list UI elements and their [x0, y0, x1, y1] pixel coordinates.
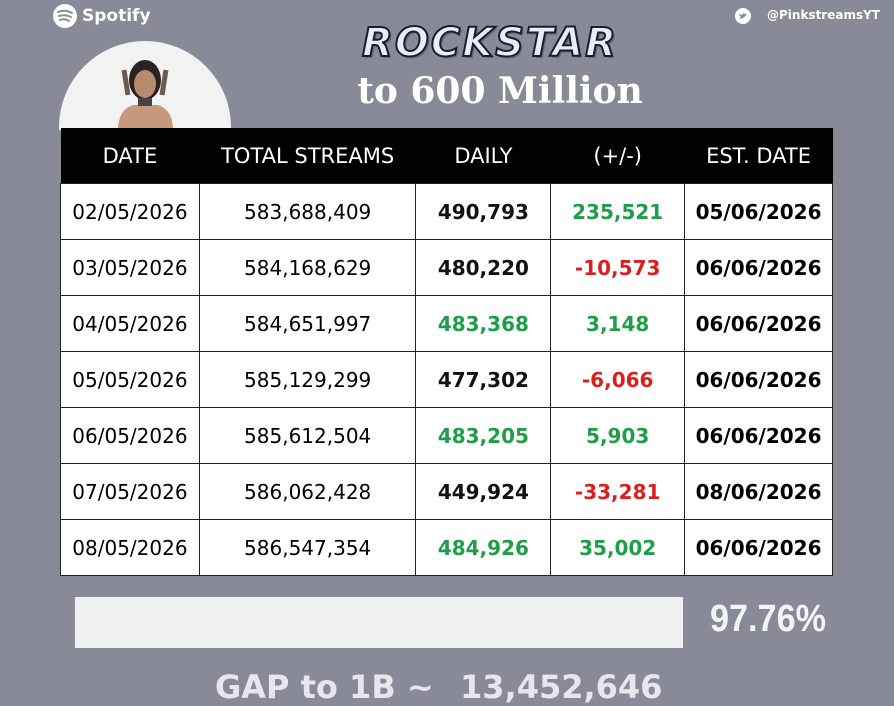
table-cell: 06/06/2026	[684, 407, 833, 464]
table-cell: 05/06/2026	[684, 183, 833, 240]
table-row: 08/05/2026 586,547,354 484,926 35,002 06/06/…	[60, 519, 833, 576]
table-cell: 06/06/2026	[684, 239, 833, 296]
table-row: 07/05/2026 586,062,428 449,924 -33,281 08/06…	[60, 463, 833, 520]
table-cell: 490,793	[415, 183, 552, 240]
table-cell: 449,924	[415, 463, 552, 520]
table-cell: 05/05/2026	[60, 351, 200, 408]
table-cell: 07/05/2026	[60, 463, 200, 520]
table-cell: 02/05/2026	[60, 183, 200, 240]
artist-photo	[59, 41, 231, 130]
table-cell: 08/06/2026	[684, 463, 833, 520]
table-row: 03/05/2026 584,168,629 480,220 -10,573 06/06…	[60, 239, 833, 296]
table-cell: 480,220	[415, 239, 552, 296]
table-cell: 586,062,428	[198, 463, 417, 520]
table-cell: 3,148	[550, 295, 686, 352]
column-header: DAILY	[415, 128, 551, 184]
spotify-logo	[53, 4, 77, 28]
column-header: DATE	[60, 128, 200, 184]
table-cell: 5,903	[550, 407, 686, 464]
column-header: EST. DATE	[684, 128, 833, 184]
table-cell: 235,521	[550, 183, 686, 240]
table-cell: 08/05/2026	[60, 519, 200, 576]
table-cell: 483,368	[415, 295, 552, 352]
table-cell: 585,612,504	[198, 407, 417, 464]
table-cell: 484,926	[415, 519, 552, 576]
subtitle: to 600 Million	[357, 70, 643, 112]
table-cell: 06/06/2026	[684, 351, 833, 408]
table-cell: 03/05/2026	[60, 239, 200, 296]
table-cell: 04/05/2026	[60, 295, 200, 352]
table-cell: 06/06/2026	[684, 519, 833, 576]
progress-bar	[75, 597, 683, 648]
gap-label: GAP to 1B ~	[215, 668, 434, 706]
progress-percent: 97.76%	[710, 598, 827, 640]
table-row: 06/05/2026 585,612,504 483,205 5,903 06/06/2…	[60, 407, 833, 464]
table-cell: 06/06/2026	[684, 295, 833, 352]
stream-table: DATE TOTAL STREAMS DAILY (+/-) EST. DATE 02/0…	[60, 128, 833, 576]
twitter-icon	[735, 8, 751, 24]
table-cell: 584,651,997	[198, 295, 417, 352]
table-cell: -6,066	[550, 351, 686, 408]
table-cell: 477,302	[415, 351, 552, 408]
table-cell: 586,547,354	[198, 519, 417, 576]
table-row: 05/05/2026 585,129,299 477,302 -6,066 06/06/…	[60, 351, 833, 408]
column-header: (+/-)	[550, 128, 685, 184]
table-cell: -33,281	[550, 463, 686, 520]
header-row: DATE TOTAL STREAMS DAILY (+/-) EST. DATE	[60, 128, 833, 184]
handle: @PinkstreamsYT	[767, 8, 880, 22]
brand: Spotify	[82, 6, 151, 26]
table-cell: 483,205	[415, 407, 552, 464]
table-row: 02/05/2026 583,688,409 490,793 235,521 05/06…	[60, 183, 833, 240]
table-cell: 583,688,409	[198, 183, 417, 240]
table-cell: -10,573	[550, 239, 686, 296]
gap-value: 13,452,646	[460, 668, 663, 706]
table-cell: 06/05/2026	[60, 407, 200, 464]
table-cell: 35,002	[550, 519, 686, 576]
column-header: TOTAL STREAMS	[199, 128, 416, 184]
table-cell: 584,168,629	[198, 239, 417, 296]
title: ROCKSTAR	[361, 19, 618, 67]
table-cell: 585,129,299	[198, 351, 417, 408]
table-row: 04/05/2026 584,651,997 483,368 3,148 06/06/2…	[60, 295, 833, 352]
